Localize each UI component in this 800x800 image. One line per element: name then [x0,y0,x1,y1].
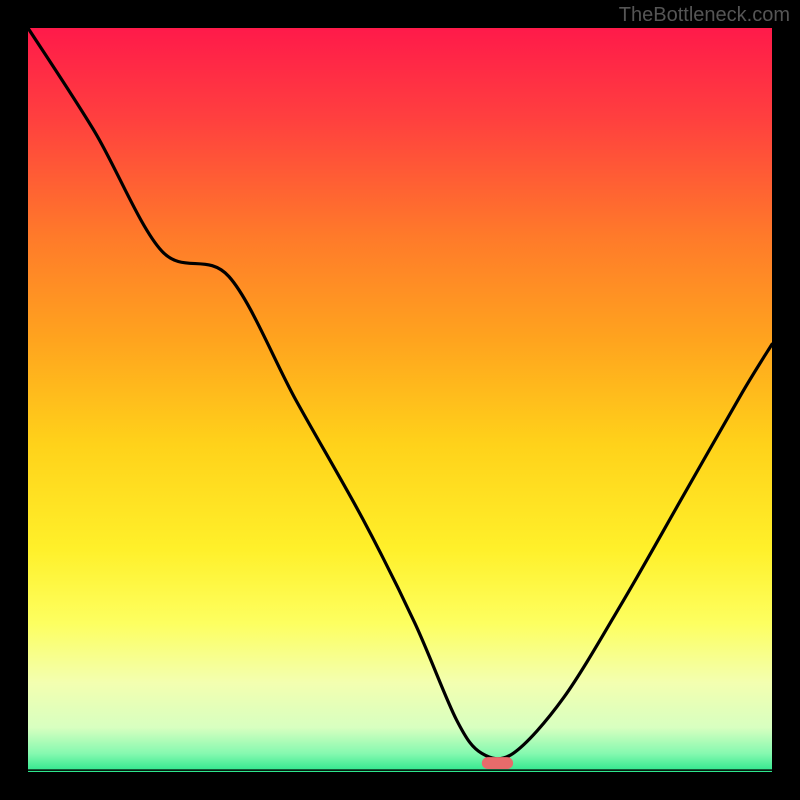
bottleneck-curve-chart [28,28,772,772]
gradient-background [28,28,772,772]
plot-area [28,28,772,772]
optimal-zone-marker [482,757,513,769]
watermark-text: TheBottleneck.com [619,4,790,27]
chart-frame: TheBottleneck.com [0,0,800,800]
